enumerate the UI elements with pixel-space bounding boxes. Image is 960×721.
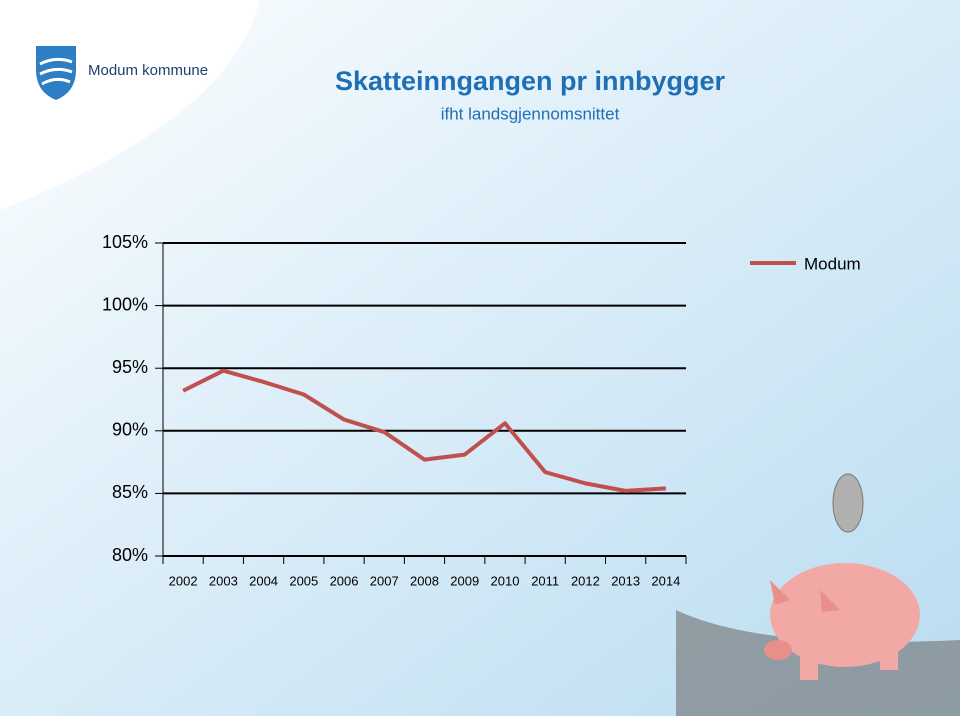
x-tick-label: 2010 <box>491 573 520 588</box>
pig-snout <box>764 640 792 660</box>
x-tick-label: 2007 <box>370 573 399 588</box>
pig-leg <box>800 650 818 680</box>
data-line <box>182 368 667 493</box>
x-tick-label: 2011 <box>531 573 559 588</box>
pig-ears <box>770 580 840 612</box>
logo-waves <box>39 57 73 86</box>
y-tick-label: 90% <box>112 420 148 440</box>
y-tick-label: 80% <box>112 545 148 565</box>
logo: Modum kommune <box>36 46 208 100</box>
x-tick-label: 2009 <box>450 573 479 588</box>
pig-leg <box>880 640 898 670</box>
y-tick-label: 105% <box>102 232 148 252</box>
decoration <box>676 473 960 716</box>
y-tick-label: 95% <box>112 357 148 377</box>
x-tick-label: 2013 <box>611 573 640 588</box>
x-tick-label: 2014 <box>651 573 680 588</box>
y-tick-label: 85% <box>112 482 148 502</box>
legend-label: Modum <box>804 254 861 273</box>
x-tick-label: 2008 <box>410 573 439 588</box>
x-tick-label: 2012 <box>571 573 600 588</box>
chart-title: Skatteinngangen pr innbygger <box>335 66 726 96</box>
x-tick-label: 2006 <box>330 573 359 588</box>
chart-subtitle: ifht landsgjennomsnittet <box>441 104 620 123</box>
page-number: 5 <box>891 674 899 690</box>
x-tick-label: 2005 <box>289 573 318 588</box>
x-tick-label: 2003 <box>209 573 238 588</box>
x-tick-label: 2004 <box>249 573 278 588</box>
coin <box>832 473 864 533</box>
x-tick-label: 2002 <box>169 573 198 588</box>
y-tick-label: 100% <box>102 294 148 314</box>
logo-text: Modum kommune <box>88 62 208 79</box>
